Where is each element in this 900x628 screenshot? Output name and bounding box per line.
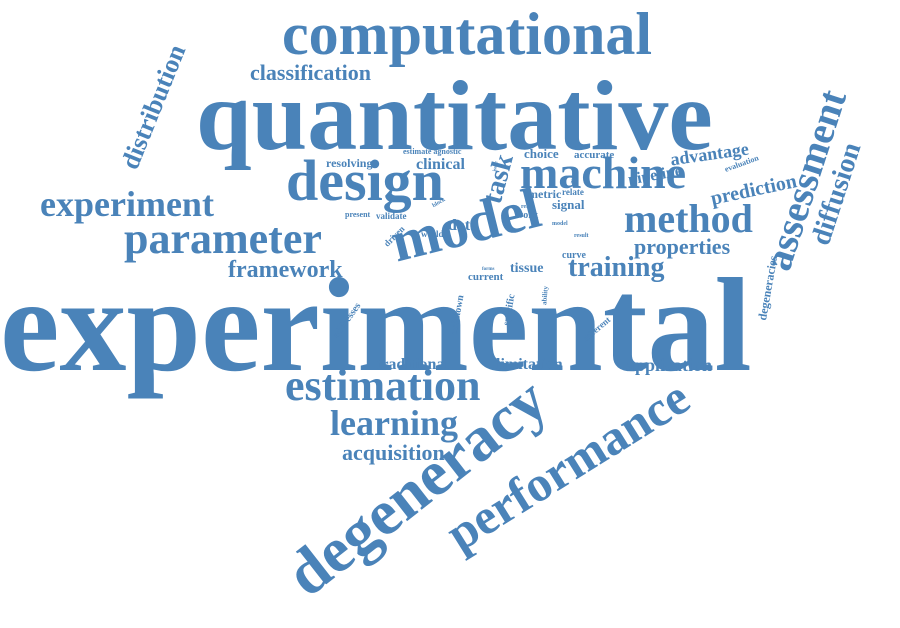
cloud-word: traditional <box>376 356 449 373</box>
cloud-word: computational <box>282 1 653 67</box>
cloud-word: work <box>516 210 539 221</box>
cloud-word: quantitative <box>196 60 713 171</box>
cloud-word: estimation <box>285 361 481 410</box>
cloud-word: limitation <box>496 356 563 373</box>
cloud-word: application <box>626 355 713 375</box>
cloud-word: present <box>345 210 371 219</box>
cloud-word: model <box>552 221 568 227</box>
cloud-word: accurate <box>574 149 615 161</box>
cloud-word: framework <box>228 257 343 283</box>
cloud-word: world <box>421 229 444 239</box>
cloud-word: machine <box>520 147 687 198</box>
cloud-word: data <box>448 217 479 234</box>
cloud-word: relate <box>562 187 584 197</box>
cloud-word: curve <box>562 250 586 261</box>
cloud-word: properties <box>634 234 731 259</box>
cloud-word: current <box>468 271 504 283</box>
cloud-word: signal <box>552 197 585 212</box>
cloud-word: training <box>568 252 665 283</box>
cloud-word: learning <box>330 403 459 443</box>
cloud-word: classification <box>250 60 371 85</box>
cloud-word: result <box>574 233 589 239</box>
cloud-word: parameter <box>124 214 322 263</box>
cloud-word: estimate agnostic <box>403 147 462 156</box>
cloud-word: distribution <box>115 40 192 174</box>
cloud-word: degeneracies <box>755 254 781 322</box>
cloud-word: validate <box>376 211 407 221</box>
cloud-word: experimental <box>0 251 752 399</box>
cloud-word: experiment <box>40 184 214 224</box>
cloud-word: choice <box>524 146 559 161</box>
cloud-word: forms <box>482 267 495 272</box>
cloud-word: resolving <box>326 156 373 170</box>
cloud-word: metric <box>528 187 562 201</box>
cloud-word: acquisition <box>342 440 445 465</box>
cloud-word: design <box>286 148 444 213</box>
cloud-word: real <box>521 204 531 210</box>
cloud-word: method <box>624 196 753 241</box>
cloud-word: tissue <box>510 261 544 276</box>
cloud-word: clinical <box>416 156 465 173</box>
